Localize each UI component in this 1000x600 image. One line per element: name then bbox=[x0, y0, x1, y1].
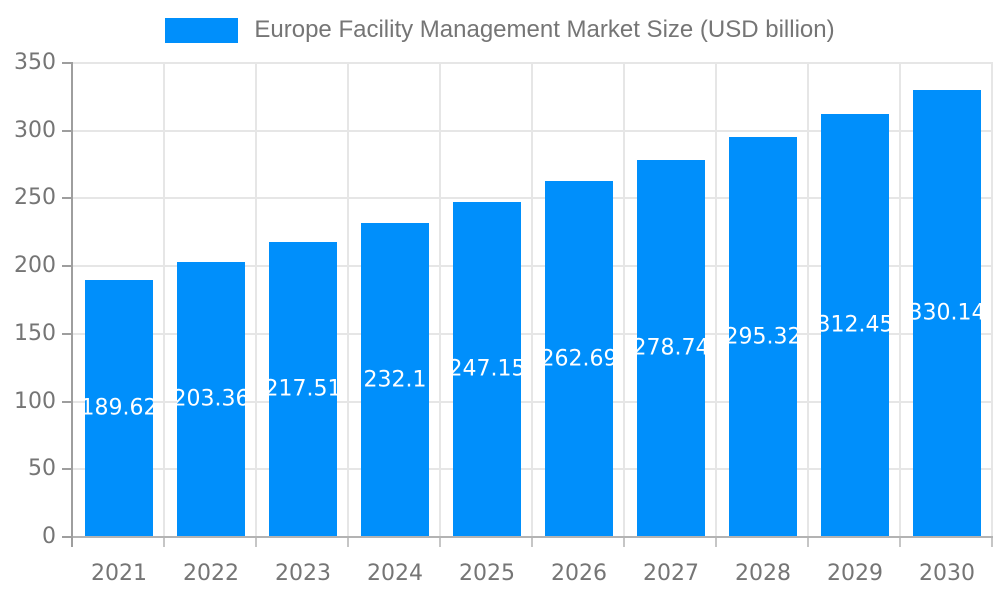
y-grid-line bbox=[73, 130, 993, 132]
y-tick bbox=[62, 130, 73, 132]
x-tick bbox=[531, 537, 533, 547]
y-tick bbox=[62, 536, 73, 538]
x-tick bbox=[347, 537, 349, 547]
bar-value-label: 217.51 bbox=[269, 376, 337, 402]
bar-value-label: 330.14 bbox=[913, 300, 981, 326]
y-axis-line bbox=[71, 63, 73, 547]
x-tick bbox=[991, 537, 993, 547]
bar[interactable]: 330.14 bbox=[913, 90, 981, 536]
y-tick-label: 150 bbox=[14, 321, 56, 346]
bar[interactable]: 312.45 bbox=[821, 114, 889, 536]
y-tick bbox=[62, 197, 73, 199]
x-tick-label: 2027 bbox=[643, 561, 699, 586]
y-tick bbox=[62, 333, 73, 335]
x-grid-line bbox=[715, 63, 717, 537]
y-tick-label: 50 bbox=[28, 456, 56, 481]
y-tick bbox=[62, 265, 73, 267]
y-tick bbox=[62, 401, 73, 403]
bar-value-label: 232.1 bbox=[363, 367, 427, 392]
x-tick bbox=[623, 537, 625, 547]
legend-swatch bbox=[165, 17, 239, 43]
x-tick-label: 2021 bbox=[91, 561, 147, 586]
y-tick-label: 0 bbox=[42, 524, 56, 549]
x-tick-label: 2025 bbox=[459, 561, 515, 586]
x-tick bbox=[715, 537, 717, 547]
x-axis-line bbox=[73, 536, 993, 538]
bar-value-label: 278.74 bbox=[637, 335, 705, 361]
x-grid-line bbox=[347, 63, 349, 537]
x-tick-label: 2029 bbox=[827, 561, 883, 586]
x-tick bbox=[899, 537, 901, 547]
x-grid-line bbox=[807, 63, 809, 537]
y-tick-label: 100 bbox=[14, 389, 56, 414]
bar[interactable]: 278.74 bbox=[637, 160, 705, 536]
legend[interactable]: Europe Facility Management Market Size (… bbox=[0, 16, 1000, 44]
y-grid-line bbox=[73, 265, 993, 267]
bar-value-label: 295.32 bbox=[729, 324, 797, 349]
y-tick-label: 250 bbox=[14, 185, 56, 210]
bar[interactable]: 217.51 bbox=[269, 242, 337, 536]
x-tick-label: 2030 bbox=[919, 561, 975, 586]
x-grid-line bbox=[163, 63, 165, 537]
y-tick bbox=[62, 468, 73, 470]
x-grid-line bbox=[439, 63, 441, 537]
bar-value-label: 247.15 bbox=[453, 356, 521, 382]
x-tick-label: 2028 bbox=[735, 561, 791, 586]
bar[interactable]: 295.32 bbox=[729, 137, 797, 536]
y-grid-line bbox=[73, 468, 993, 470]
x-tick bbox=[807, 537, 809, 547]
y-tick-label: 300 bbox=[14, 118, 56, 143]
x-tick bbox=[255, 537, 257, 547]
bar[interactable]: 232.1 bbox=[361, 223, 429, 536]
x-tick bbox=[163, 537, 165, 547]
bar[interactable]: 189.62 bbox=[85, 280, 153, 536]
bar-value-label: 312.45 bbox=[821, 312, 889, 338]
x-grid-line bbox=[899, 63, 901, 537]
y-tick bbox=[62, 62, 73, 64]
bar-value-label: 189.62 bbox=[85, 395, 153, 421]
y-tick-label: 200 bbox=[14, 253, 56, 278]
x-tick-label: 2026 bbox=[551, 561, 607, 586]
y-tick-label: 350 bbox=[14, 50, 56, 75]
x-tick bbox=[439, 537, 441, 547]
x-tick-label: 2024 bbox=[367, 561, 423, 586]
x-grid-line bbox=[531, 63, 533, 537]
y-grid-line bbox=[73, 401, 993, 403]
bar[interactable]: 247.15 bbox=[453, 202, 521, 536]
y-grid-line bbox=[73, 333, 993, 335]
legend-label: Europe Facility Management Market Size (… bbox=[254, 16, 835, 43]
x-grid-line bbox=[255, 63, 257, 537]
y-grid-line bbox=[73, 62, 993, 64]
bar-value-label: 203.36 bbox=[177, 386, 245, 412]
y-grid-line bbox=[73, 197, 993, 199]
x-tick-label: 2022 bbox=[183, 561, 239, 586]
bar[interactable]: 262.69 bbox=[545, 181, 613, 536]
x-grid-line bbox=[623, 63, 625, 537]
bar-value-label: 262.69 bbox=[545, 346, 613, 371]
x-tick-label: 2023 bbox=[275, 561, 331, 586]
x-grid-line bbox=[991, 63, 993, 537]
bar[interactable]: 203.36 bbox=[177, 262, 245, 536]
